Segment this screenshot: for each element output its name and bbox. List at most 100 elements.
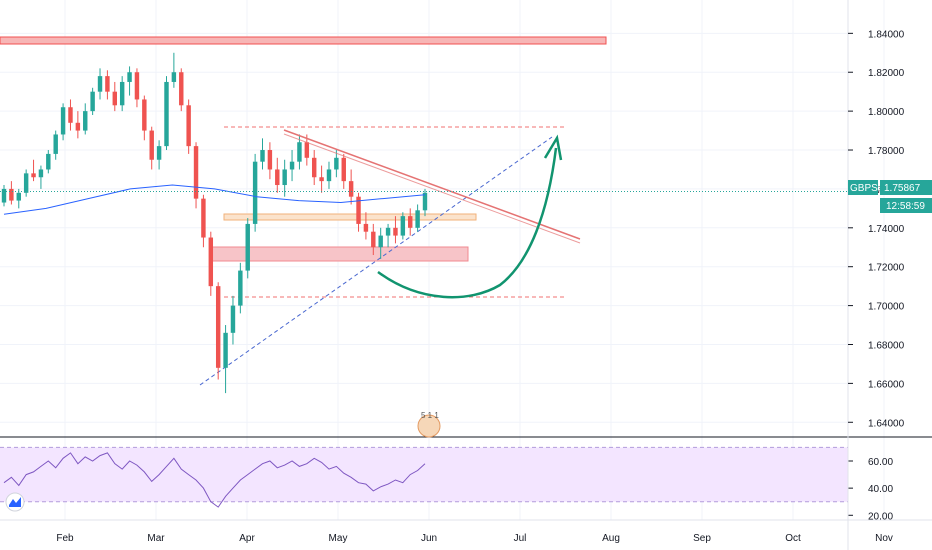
candle-body	[127, 72, 132, 82]
candle-body	[348, 181, 354, 197]
candle-body	[260, 150, 265, 162]
time-tick-label: Sep	[693, 533, 711, 544]
downtrend-line[interactable]	[283, 129, 581, 240]
rsi-band	[0, 447, 848, 502]
candle-body	[75, 122, 81, 131]
candle-body	[83, 111, 88, 131]
pattern-badge-label: 5 1 1	[421, 411, 439, 420]
projection-arrow-head	[543, 134, 563, 161]
time-tick-label: Mar	[147, 533, 165, 544]
candle-body	[371, 231, 376, 248]
candle-body	[142, 99, 147, 131]
range-band[interactable]	[223, 213, 477, 221]
resistance-zone-top[interactable]	[0, 36, 607, 45]
candle-body	[282, 169, 287, 186]
candle-body	[149, 130, 154, 160]
candle-body	[97, 76, 103, 92]
candle-body	[193, 146, 199, 199]
candle-body	[46, 153, 51, 170]
candle-body	[208, 237, 214, 287]
countdown-text: 12:58:59	[886, 201, 925, 212]
moving-average-line	[3, 184, 426, 215]
candle-body	[68, 107, 73, 123]
rsi-tick-label: 60.00	[868, 457, 893, 468]
candle-body	[385, 227, 391, 236]
downtrend-line-shadow	[283, 133, 581, 244]
candle-body	[223, 332, 228, 368]
candle-body	[408, 216, 413, 228]
candle-body	[341, 157, 346, 182]
candle-body	[356, 196, 361, 224]
time-tick-label: Aug	[602, 533, 620, 544]
price-tag[interactable]: GBPSGD 1.75867 12:58:59	[848, 180, 932, 213]
candle-body	[245, 223, 250, 271]
candle-body	[393, 227, 398, 236]
candle-body	[230, 305, 236, 333]
candle-body	[23, 173, 29, 193]
time-axis[interactable]: Feb Mar Apr May Jun Jul Aug Sep Oct Nov	[56, 533, 893, 544]
time-tick-label: May	[329, 533, 348, 544]
pattern-badge[interactable]: 5 1 1	[417, 411, 441, 438]
candle-body	[90, 91, 95, 112]
uptrend-channel-line[interactable]	[199, 136, 553, 386]
candle-body	[400, 216, 406, 236]
candle-body	[134, 72, 140, 100]
candle-body	[9, 188, 14, 201]
candle-body	[215, 286, 221, 368]
candle-body	[164, 81, 169, 147]
candle-body	[319, 177, 324, 182]
candle-body	[289, 161, 295, 170]
candle-body	[267, 150, 273, 170]
tradingview-logo-icon	[9, 497, 21, 507]
candle-body	[334, 157, 339, 170]
candle-body	[156, 146, 162, 160]
time-tick-label: Nov	[875, 533, 893, 544]
rsi-pane[interactable]: 60.00 40.00 20.00	[0, 446, 893, 522]
drawings-front	[283, 129, 581, 299]
price-tick-label: 1.68000	[868, 340, 905, 351]
price-tick-label: 1.82000	[868, 68, 905, 79]
rsi-tick-label: 20.00	[868, 511, 893, 522]
price-tick-label: 1.84000	[868, 29, 905, 40]
candle-body	[297, 142, 302, 162]
countdown-bg	[880, 198, 932, 213]
price-tick-label: 1.66000	[868, 379, 905, 390]
candle-body	[53, 134, 58, 154]
symbol-tag-text: GBPSGD	[850, 183, 893, 194]
time-tick-label: Apr	[239, 533, 255, 544]
candle-body	[304, 142, 310, 158]
candle-body	[378, 235, 383, 248]
support-zone[interactable]	[211, 246, 469, 262]
time-tick-label: Oct	[785, 533, 801, 544]
candle-body	[112, 91, 118, 106]
candle-body	[31, 173, 36, 178]
candle-body	[186, 105, 191, 147]
price-axis[interactable]: 1.840001.820001.800001.780001.760001.740…	[848, 29, 905, 429]
symbol-tag-bg	[848, 180, 878, 195]
time-tick-label: Feb	[56, 533, 74, 544]
candle-body	[201, 198, 206, 238]
candle-body	[326, 169, 332, 182]
candle-body	[415, 210, 420, 228]
candle-body	[119, 81, 125, 106]
candle-body	[238, 270, 243, 306]
rsi-line	[3, 452, 426, 508]
candle-body	[275, 169, 280, 186]
time-tick-label: Jun	[421, 533, 437, 544]
price-tick-label: 1.70000	[868, 302, 905, 313]
price-tick-label: 1.72000	[868, 263, 905, 274]
candle-body	[60, 107, 66, 135]
candles	[1, 52, 428, 394]
drawings-back	[0, 36, 607, 386]
candle-body	[38, 169, 44, 178]
candle-body	[311, 157, 317, 178]
rsi-tick-label: 40.00	[868, 484, 893, 495]
price-tick-label: 1.78000	[868, 146, 905, 157]
tradingview-logo[interactable]	[5, 492, 25, 512]
last-price-bg	[880, 180, 932, 195]
projection-arrow-curve[interactable]	[377, 147, 558, 299]
price-tick-label: 1.64000	[868, 418, 905, 429]
candle-body	[252, 161, 258, 224]
price-tick-label: 1.74000	[868, 224, 905, 235]
